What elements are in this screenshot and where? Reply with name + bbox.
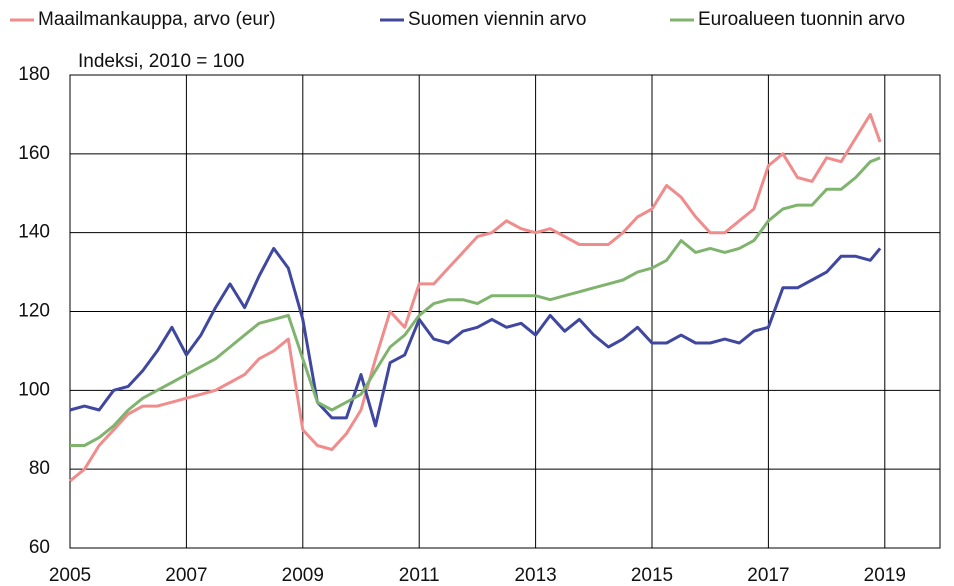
series-line	[69, 246, 882, 428]
x-tick-label: 2007	[165, 565, 207, 586]
annotation: Indeksi, 2010 = 100	[78, 51, 244, 72]
y-tick-label: 180	[18, 64, 50, 85]
legend-label: Euroalueen tuonnin arvo	[698, 9, 905, 30]
x-tick-label: 2009	[282, 565, 324, 586]
y-tick-label: 80	[29, 458, 50, 479]
y-tick-label: 140	[18, 222, 50, 243]
legend-label: Suomen viennin arvo	[408, 9, 587, 30]
x-tick-label: 2011	[399, 565, 440, 586]
y-tick-label: 120	[18, 301, 50, 322]
y-tick-label: 100	[18, 379, 50, 400]
x-tick-label: 2019	[864, 565, 906, 586]
x-tick-label: 2013	[514, 565, 556, 586]
series-line	[70, 156, 881, 447]
legend-label: Maailmankauppa, arvo (eur)	[38, 9, 276, 30]
series-line	[69, 112, 882, 483]
x-tick-label: 2015	[631, 565, 673, 586]
x-tick-label: 2005	[49, 565, 91, 586]
y-tick-label: 60	[29, 537, 50, 558]
x-tick-label: 2017	[747, 565, 789, 586]
y-tick-label: 160	[18, 143, 50, 164]
